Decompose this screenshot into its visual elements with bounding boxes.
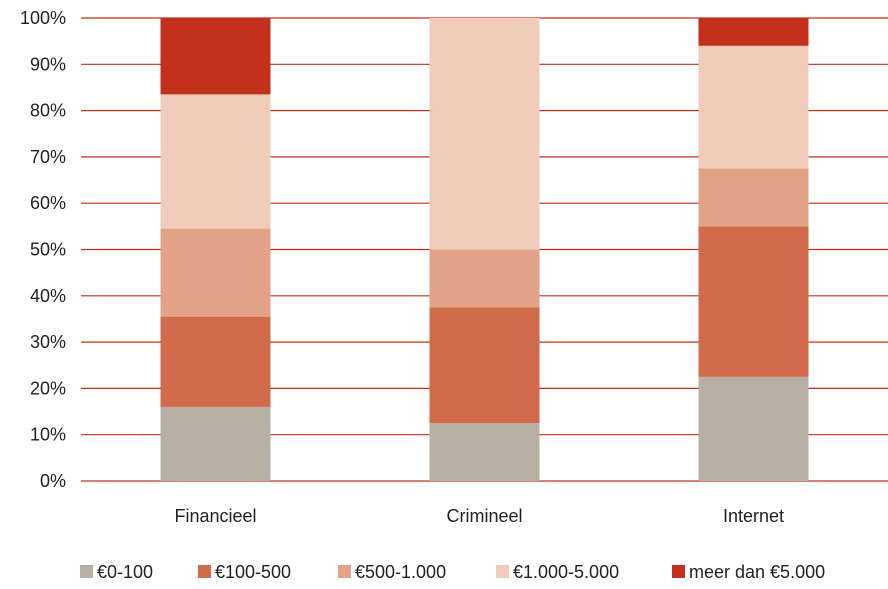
y-axis-tick-labels: 0% 10% 20% 30% 40% 50% 60% 70% 80% 90% 100%: [20, 8, 66, 491]
legend-swatch: [672, 565, 685, 578]
legend-label: €1.000-5.000: [513, 562, 619, 582]
legend: €0-100 €100-500 €500-1.000 €1.000-5.000 meer…: [80, 562, 825, 582]
bar-segment: [160, 228, 271, 317]
y-tick-label: 20%: [30, 378, 66, 398]
bar-segment: [160, 94, 271, 229]
y-tick-label: 90%: [30, 54, 66, 74]
legend-swatch: [80, 565, 93, 578]
legend-swatch: [198, 565, 211, 578]
legend-swatch: [496, 565, 509, 578]
bar-segment: [429, 423, 540, 481]
bars: [160, 18, 809, 481]
x-category-label: Financieel: [174, 506, 256, 526]
legend-label: meer dan €5.000: [689, 562, 825, 582]
y-tick-label: 60%: [30, 193, 66, 213]
bar-segment: [698, 226, 809, 377]
y-tick-label: 40%: [30, 286, 66, 306]
y-tick-label: 80%: [30, 101, 66, 121]
x-category-label: Crimineel: [446, 506, 522, 526]
bar-segment: [698, 18, 809, 46]
legend-swatch: [338, 565, 351, 578]
y-tick-label: 50%: [30, 240, 66, 260]
bar-segment: [698, 45, 809, 169]
bar-segment: [160, 18, 271, 95]
legend-label: €500-1.000: [355, 562, 446, 582]
y-tick-label: 10%: [30, 425, 66, 445]
y-tick-label: 70%: [30, 147, 66, 167]
legend-label: €0-100: [97, 562, 153, 582]
bar-segment: [160, 406, 271, 481]
y-tick-label: 30%: [30, 332, 66, 352]
bar-segment: [698, 168, 809, 227]
bar-segment: [429, 18, 540, 250]
x-axis-category-labels: Financieel Crimineel Internet: [174, 506, 784, 526]
legend-label: €100-500: [215, 562, 291, 582]
x-category-label: Internet: [723, 506, 784, 526]
bar-segment: [160, 316, 271, 407]
bar-segment: [429, 249, 540, 308]
y-tick-label: 100%: [20, 8, 66, 28]
bar-segment: [698, 376, 809, 481]
y-tick-label: 0%: [40, 471, 66, 491]
bar-segment: [429, 307, 540, 424]
